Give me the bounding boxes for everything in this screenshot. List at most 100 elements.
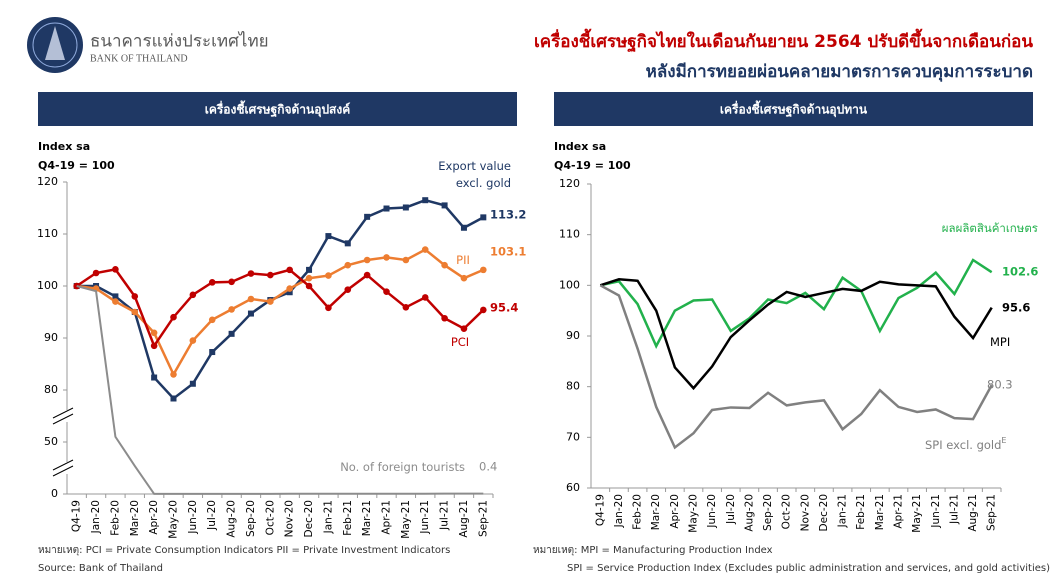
y-tick-label: 90: [566, 329, 580, 342]
data-label: 113.2: [490, 208, 526, 222]
marker: [209, 349, 216, 356]
x-tick-label: May-21: [400, 500, 412, 539]
x-tick-label: Aug-20: [743, 494, 755, 532]
x-tick-label: Sep-20: [245, 500, 257, 537]
marker: [112, 293, 119, 300]
x-tick-label: Jan-21: [322, 500, 334, 534]
x-tick-label: May-21: [911, 494, 923, 533]
x-tick-label: Nov-20: [284, 500, 296, 537]
panel-header: [38, 92, 517, 126]
title-line: เครื่องชี้เศรษฐกิจไทยในเดือนกันยายน 2564…: [534, 28, 1033, 53]
axis-break: [53, 462, 73, 474]
y-tick-label: 110: [559, 228, 580, 241]
y-tick-label: 100: [559, 278, 580, 291]
x-tick-label: Apr-20: [148, 500, 160, 535]
marker: [460, 224, 467, 231]
marker: [170, 371, 177, 378]
line-series: [76, 285, 484, 495]
marker: [364, 213, 371, 220]
series-name: SPI excl. gold: [925, 438, 1001, 452]
y-tick-label: 80: [566, 380, 580, 393]
marker: [363, 271, 371, 279]
x-tick-label: May-20: [688, 494, 700, 533]
y-tick-label: 50: [44, 435, 58, 448]
data-label: 95.6: [1002, 301, 1030, 315]
x-tick-label: Jun-20: [706, 494, 718, 529]
series-name: Export value excl. gold: [438, 159, 511, 190]
marker: [286, 285, 293, 292]
data-label: 102.6: [1002, 265, 1038, 279]
marker: [402, 256, 410, 264]
x-tick-label: Aug-20: [226, 500, 238, 538]
x-tick-label: Dec-20: [818, 494, 830, 531]
axis-break: [52, 465, 74, 477]
marker: [112, 266, 119, 273]
x-tick-label: Feb-20: [109, 500, 121, 536]
y-tick-label: 0: [51, 487, 58, 500]
marker: [383, 254, 390, 261]
marker: [228, 330, 235, 337]
marker: [267, 271, 274, 279]
series-name: SPI excl. goldE: [925, 436, 1006, 452]
marker: [305, 282, 313, 290]
data-label: 0.4: [479, 460, 497, 474]
x-tick-label: Jun-21: [419, 500, 431, 535]
bank-name-th: ธนาคารแห่งประเทศไทย: [90, 31, 269, 52]
x-tick-label: Jul-20: [725, 494, 737, 525]
marker: [344, 286, 352, 293]
marker: [421, 246, 429, 253]
x-tick-label: Jan-21: [837, 494, 849, 528]
y-tick-label: 110: [37, 227, 58, 240]
x-tick-label: Mar-21: [361, 500, 373, 536]
y-tick-label: 90: [44, 331, 58, 344]
marker: [344, 240, 351, 247]
marker: [305, 274, 313, 282]
logo: [27, 17, 83, 73]
marker: [441, 314, 448, 322]
title-line: หลังมีการทยอยผ่อนคลายมาตรการควบคุมการระบ…: [646, 61, 1033, 82]
x-tick-label: Jul-20: [206, 500, 218, 531]
axis-break: [53, 410, 73, 422]
marker: [73, 282, 80, 290]
marker: [247, 310, 254, 317]
x-tick-label: Apr-21: [381, 500, 393, 535]
x-tick-label: Feb-21: [855, 494, 867, 530]
x-tick-label: Oct-20: [264, 500, 276, 535]
x-tick-label: Jun-20: [187, 500, 199, 535]
y-axis-label: Index sa: [38, 140, 90, 153]
series-name: PCI: [451, 335, 469, 349]
marker: [480, 306, 487, 314]
x-tick-label: Sep-21: [477, 500, 489, 537]
series-name: PII: [456, 253, 470, 267]
x-tick-label: Feb-20: [632, 494, 644, 530]
y-tick-label: 60: [566, 481, 580, 494]
y-tick-label: 120: [559, 177, 580, 190]
marker: [383, 205, 390, 212]
marker: [151, 374, 158, 381]
y-tick-label: 100: [37, 279, 58, 292]
x-tick-label: Oct-20: [781, 494, 793, 529]
marker: [189, 291, 197, 299]
x-tick-label: Aug-21: [967, 494, 979, 532]
series-name: MPI: [990, 335, 1010, 349]
marker: [344, 261, 352, 269]
marker: [402, 304, 410, 311]
bank-name-en: BANK OF THAILAND: [90, 53, 188, 64]
marker: [228, 306, 235, 313]
marker: [441, 261, 448, 269]
y-axis-label: Q4-19 = 100: [38, 159, 115, 172]
data-label: 103.1: [490, 245, 526, 259]
x-tick-label: Mar-20: [650, 494, 662, 530]
x-tick-label: Sep-21: [986, 494, 998, 531]
marker: [112, 298, 119, 305]
data-label: 80.3: [987, 378, 1013, 392]
marker: [150, 342, 158, 350]
y-axis-label: Q4-19 = 100: [554, 159, 631, 172]
x-tick-label: Jan-20: [90, 500, 102, 534]
marker: [363, 256, 371, 264]
marker: [170, 313, 177, 321]
series-name: MPI: [990, 335, 1010, 349]
marker: [286, 266, 293, 274]
x-tick-label: Sep-20: [762, 494, 774, 531]
